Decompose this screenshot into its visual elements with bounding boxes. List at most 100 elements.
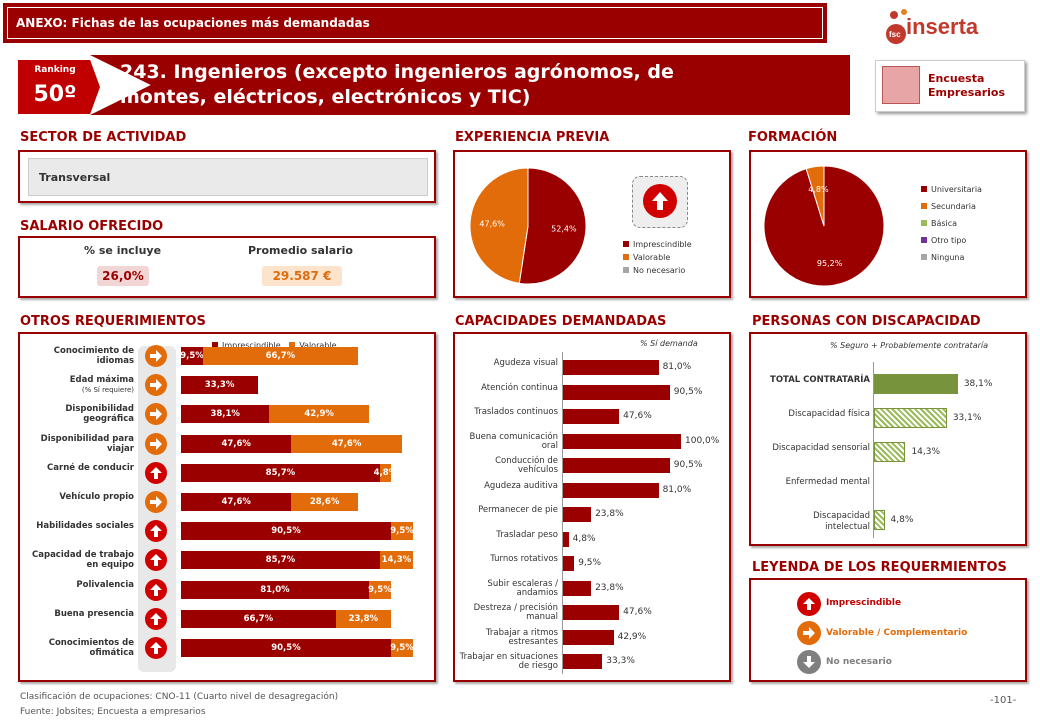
capacity-label: Trabajar a ritmos estresantes xyxy=(485,627,558,647)
right-arrow-icon xyxy=(145,345,167,367)
capacity-label: Permanecer de pie xyxy=(478,505,558,515)
bar-imprescindible: 47,6% xyxy=(181,434,292,453)
bar-imprescindible: 66,7% xyxy=(181,609,336,628)
page-number: -101- xyxy=(990,695,1017,706)
capacity-label: Agudeza auditiva xyxy=(484,480,558,491)
svg-text:inserta: inserta xyxy=(906,14,979,39)
bar-valorable: 9,5% xyxy=(390,639,414,657)
requirement-label: Vehículo propio xyxy=(59,492,134,502)
legend-item: Valorable xyxy=(623,251,692,264)
requirement-label: Carné de conducir xyxy=(47,462,134,473)
occupation-title: 243. Ingenieros (excepto ingenieros agró… xyxy=(120,61,674,108)
bar-imprescindible: 47,6% xyxy=(181,493,292,511)
pie-value-label: 47,6% xyxy=(479,219,505,228)
bar-valorable: 23,8% xyxy=(335,609,391,628)
capacity-value: 47,6% xyxy=(623,411,652,421)
pie-value-label: 52,4% xyxy=(551,225,577,234)
capacity-label: Agudeza visual xyxy=(493,358,558,368)
bar-valorable: 66,7% xyxy=(203,347,358,365)
discapacidad-label: Discapacidad intelectual xyxy=(813,511,870,532)
requirement-label: Capacidad de trabajo en equipo xyxy=(32,550,134,571)
capacity-value: 81,0% xyxy=(662,362,692,372)
capacity-value: 81,0% xyxy=(662,484,692,495)
otros-legend: Imprescindible Valorable xyxy=(212,341,337,350)
pie-slice xyxy=(469,167,529,284)
salario-avg-label: Promedio salario xyxy=(248,244,353,257)
discapacidad-panel xyxy=(749,332,1027,546)
right-arrow-icon xyxy=(145,491,167,513)
right-arrow-icon xyxy=(145,403,167,426)
capacity-value: 9,5% xyxy=(578,558,602,568)
encuesta-label: Encuesta Empresarios xyxy=(928,72,1006,99)
experiencia-legend: Imprescindible Valorable No necesario xyxy=(623,238,692,277)
footer-classification: Clasificación de ocupaciones: CNO-11 (Cu… xyxy=(20,692,339,702)
leyenda-no-necesario: No necesario xyxy=(826,657,892,667)
leyenda-heading: LEYENDA DE LOS REQUERMIENTOS xyxy=(752,560,1007,575)
discapacidad-label: Discapacidad física xyxy=(788,409,870,419)
capacity-bar xyxy=(563,507,592,522)
bar-imprescindible: 9,5% xyxy=(180,347,204,365)
salario-incl-label: % se incluye xyxy=(84,244,162,257)
capacity-bar xyxy=(563,654,603,669)
up-arrow-icon xyxy=(145,637,167,659)
legend-item: No necesario xyxy=(623,264,692,277)
up-arrow-icon xyxy=(145,549,167,572)
capacity-bar xyxy=(563,580,592,596)
ranking-label: Ranking xyxy=(34,65,76,75)
capacity-value: 42,9% xyxy=(617,631,647,642)
leyenda-valorable: Valorable / Complementario xyxy=(826,628,968,638)
ranking-value: 50º xyxy=(33,82,77,107)
requirement-label: Conocimientos de ofimática xyxy=(48,638,134,658)
title-banner xyxy=(90,55,850,115)
imprescindible-icon xyxy=(797,592,821,616)
pie-slice xyxy=(518,167,587,285)
header-title: ANEXO: Fichas de las ocupaciones más dem… xyxy=(7,7,823,39)
requirement-label: Buena presencia xyxy=(54,608,134,619)
discapacidad-label: TOTAL CONTRATARÍA xyxy=(770,375,870,385)
discapacidad-label: Enfermedad mental xyxy=(785,477,870,487)
bar-valorable: 47,6% xyxy=(291,434,402,453)
requirement-label: Disponibilidad geográfica xyxy=(65,404,134,425)
capacity-bar xyxy=(563,458,670,473)
leyenda-imprescindible: Imprescindible xyxy=(826,598,902,608)
bar-imprescindible: 81,0% xyxy=(181,580,369,599)
capacity-label: Destreza / precisión manual xyxy=(473,603,558,622)
capacity-label: Subir escaleras / andamios xyxy=(487,578,558,598)
bar-valorable: 4,8% xyxy=(374,463,397,482)
pie-value-label: 4,8% xyxy=(808,185,829,194)
discapacidad-bar xyxy=(874,374,958,394)
bar-imprescindible: 33,3% xyxy=(181,376,259,395)
sector-value: Transversal xyxy=(28,158,428,196)
capacity-bar xyxy=(563,629,614,645)
requirement-label: Disponibilidad para viajar xyxy=(40,433,134,454)
legend-item: Universitaria xyxy=(921,181,982,198)
legend-item: Ninguna xyxy=(921,249,982,266)
capacity-value: 4,8% xyxy=(572,533,596,544)
capacity-value: 33,3% xyxy=(606,656,635,666)
discapacidad-bar xyxy=(874,510,885,530)
salario-heading: SALARIO OFRECIDO xyxy=(20,219,164,234)
discapacidad-bar xyxy=(874,442,906,462)
capacidades-heading: CAPACIDADES DEMANDADAS xyxy=(455,314,667,329)
capacity-bar xyxy=(563,384,670,400)
leyenda-panel xyxy=(749,578,1027,682)
capacity-label: Turnos rotativos xyxy=(490,554,558,564)
capacity-bar xyxy=(563,531,569,547)
bar-imprescindible: 90,5% xyxy=(181,639,391,657)
formacion-heading: FORMACIÓN xyxy=(748,130,838,145)
up-arrow-icon xyxy=(643,184,677,218)
formacion-legend: Universitaria Secundaria Básica Otro tip… xyxy=(921,181,982,266)
discapacidad-value: 4,8% xyxy=(890,515,914,525)
capacity-label: Traslados continuos xyxy=(474,407,558,417)
discapacidad-value: 38,1% xyxy=(963,379,993,389)
bar-valorable: 42,9% xyxy=(269,405,369,424)
capacity-value: 23,8% xyxy=(595,582,624,593)
capacity-bar xyxy=(563,360,659,375)
salario-avg-value: 29.587 € xyxy=(262,266,342,286)
right-arrow-icon xyxy=(145,374,167,397)
salario-panel xyxy=(18,236,436,298)
capacity-value: 23,8% xyxy=(595,509,624,519)
bar-valorable: 14,3% xyxy=(379,551,413,570)
bar-imprescindible: 38,1% xyxy=(181,405,270,424)
capacity-value: 90,5% xyxy=(673,386,703,397)
